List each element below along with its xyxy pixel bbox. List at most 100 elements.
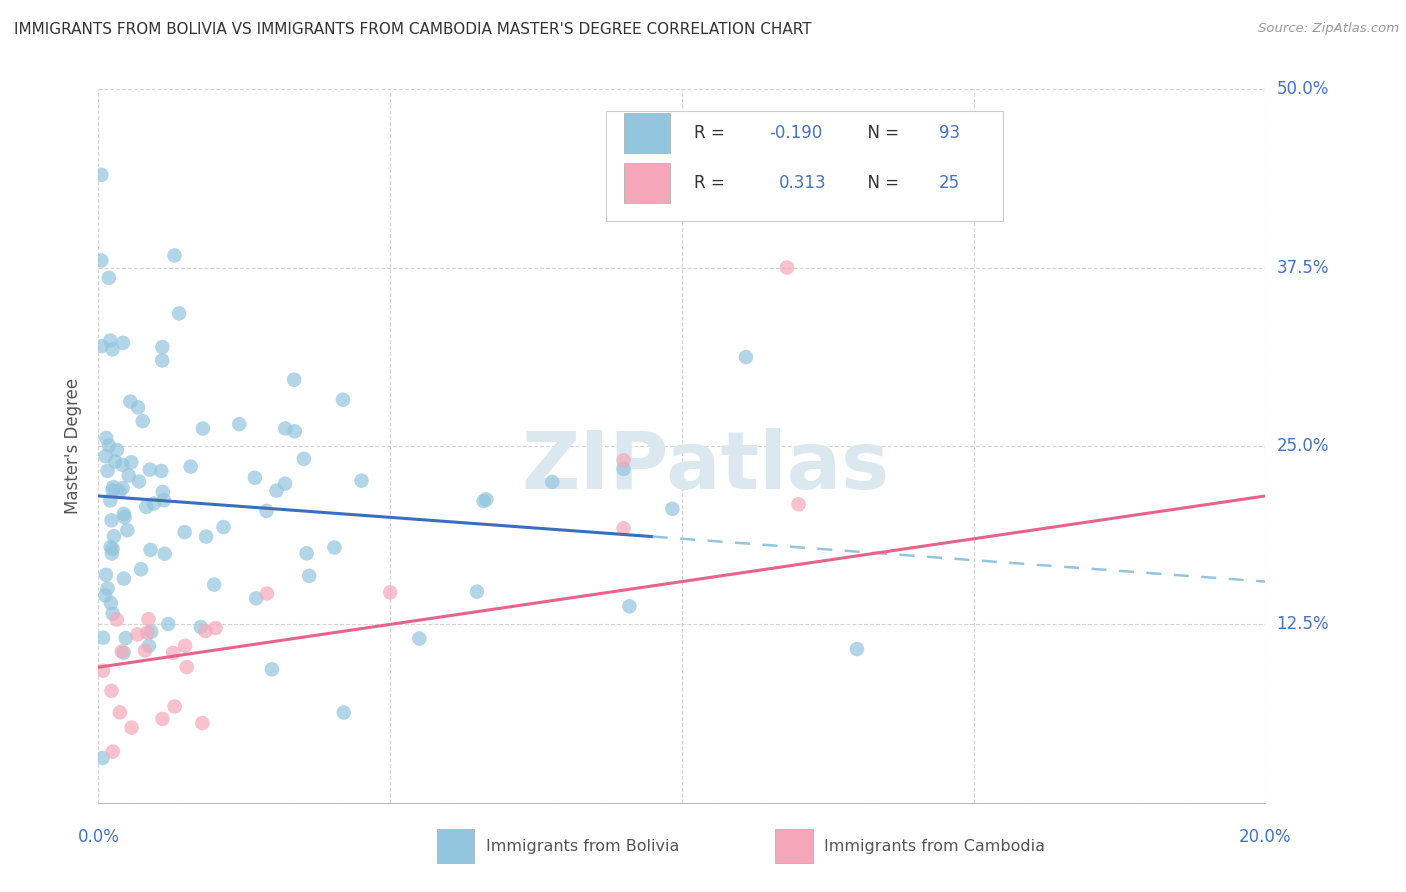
Point — [142, 496, 165, 510]
Point — [112, 507, 135, 521]
Point — [104, 454, 127, 468]
Point — [274, 421, 297, 435]
Point — [541, 475, 564, 489]
Point — [256, 504, 278, 518]
Point — [138, 612, 160, 626]
Text: 25: 25 — [939, 175, 960, 193]
Point — [266, 483, 288, 498]
Point — [153, 493, 176, 508]
Point — [101, 547, 124, 561]
Point — [350, 474, 373, 488]
Text: 93: 93 — [939, 125, 960, 143]
Point — [100, 683, 122, 698]
Point — [111, 644, 134, 658]
Point — [91, 751, 114, 765]
Text: Source: ZipAtlas.com: Source: ZipAtlas.com — [1258, 22, 1399, 36]
Point — [132, 414, 155, 428]
Point — [101, 343, 124, 357]
Point — [191, 716, 214, 731]
Point — [228, 417, 250, 432]
Point — [97, 438, 120, 452]
Point — [378, 585, 402, 599]
Text: N =: N = — [856, 125, 904, 143]
Point — [776, 260, 799, 275]
Point — [256, 586, 278, 600]
Point — [94, 449, 117, 463]
Point — [96, 431, 118, 445]
Point — [90, 253, 112, 268]
Point — [127, 627, 149, 641]
Point — [135, 500, 157, 514]
FancyBboxPatch shape — [623, 163, 671, 203]
Point — [295, 546, 318, 560]
Point — [98, 334, 121, 348]
Point — [845, 642, 868, 657]
Point — [136, 625, 159, 640]
Point — [120, 394, 142, 409]
Point — [117, 523, 139, 537]
Point — [612, 462, 634, 476]
Point — [475, 492, 498, 507]
Point — [176, 660, 198, 674]
Point — [152, 485, 174, 500]
Point — [120, 455, 142, 469]
Point — [212, 520, 235, 534]
Point — [129, 562, 152, 576]
Text: 0.313: 0.313 — [779, 175, 827, 193]
Point — [111, 335, 134, 350]
Point — [150, 353, 173, 368]
FancyBboxPatch shape — [623, 113, 671, 153]
Text: 20.0%: 20.0% — [1239, 828, 1292, 846]
Text: N =: N = — [856, 175, 904, 193]
Point — [190, 620, 212, 634]
Point — [298, 569, 321, 583]
Point — [195, 530, 218, 544]
Point — [202, 577, 225, 591]
Point — [105, 442, 128, 457]
Point — [90, 339, 112, 353]
Point — [173, 525, 195, 540]
Text: 50.0%: 50.0% — [1277, 80, 1329, 98]
Point — [98, 493, 121, 508]
Point — [152, 712, 174, 726]
Point — [661, 501, 683, 516]
Point — [100, 513, 122, 527]
Point — [97, 271, 120, 285]
Point — [323, 541, 346, 555]
Point — [100, 540, 122, 554]
FancyBboxPatch shape — [437, 830, 474, 863]
Point — [150, 340, 173, 354]
Point — [94, 567, 117, 582]
Point — [735, 350, 758, 364]
Point — [108, 706, 131, 720]
Text: 0.0%: 0.0% — [77, 828, 120, 846]
Point — [283, 373, 305, 387]
Point — [465, 584, 488, 599]
Point — [153, 547, 176, 561]
Point — [292, 451, 315, 466]
Point — [103, 529, 125, 543]
Point — [274, 476, 297, 491]
Point — [612, 453, 634, 467]
Point — [111, 458, 134, 472]
Text: 25.0%: 25.0% — [1277, 437, 1329, 455]
Point — [163, 699, 186, 714]
Text: ZIPatlas: ZIPatlas — [522, 428, 890, 507]
Point — [139, 462, 162, 476]
FancyBboxPatch shape — [775, 830, 813, 863]
Point — [114, 631, 136, 645]
Point — [194, 624, 217, 638]
Text: 37.5%: 37.5% — [1277, 259, 1329, 277]
Point — [96, 464, 118, 478]
Point — [174, 639, 197, 653]
Point — [243, 471, 266, 485]
Point — [112, 646, 135, 660]
Point — [134, 643, 156, 657]
Point — [121, 721, 143, 735]
Point — [260, 662, 283, 676]
Point — [787, 497, 810, 511]
Point — [127, 401, 149, 415]
Point — [114, 510, 136, 524]
Point — [128, 475, 150, 489]
Point — [103, 480, 125, 494]
